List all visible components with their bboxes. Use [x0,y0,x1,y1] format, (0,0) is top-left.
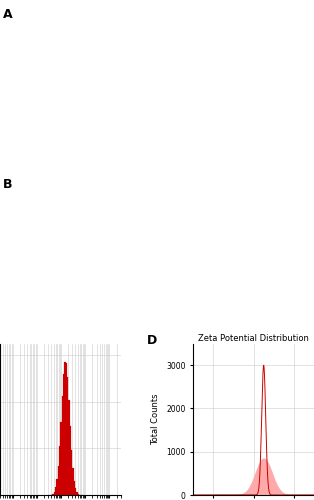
Bar [57,479,58,495]
Bar [66,364,67,495]
Bar [59,446,60,495]
Bar [55,487,57,495]
Bar [64,362,66,495]
Text: D: D [147,334,158,347]
Bar [60,422,62,495]
Text: B: B [3,178,13,190]
Bar [71,450,72,495]
Bar [76,492,78,495]
Bar [62,396,63,495]
Bar [67,377,68,495]
Bar [68,400,70,495]
Y-axis label: Total Counts: Total Counts [152,394,160,445]
Bar [72,468,73,495]
Bar [54,492,55,495]
Bar [70,426,71,495]
Bar [75,488,76,495]
Bar [58,466,59,495]
Title: Zeta Potential Distribution: Zeta Potential Distribution [198,334,309,343]
Bar [78,494,79,495]
Bar [52,494,54,495]
Text: A: A [3,8,13,21]
Bar [73,480,75,495]
Bar [63,374,64,495]
